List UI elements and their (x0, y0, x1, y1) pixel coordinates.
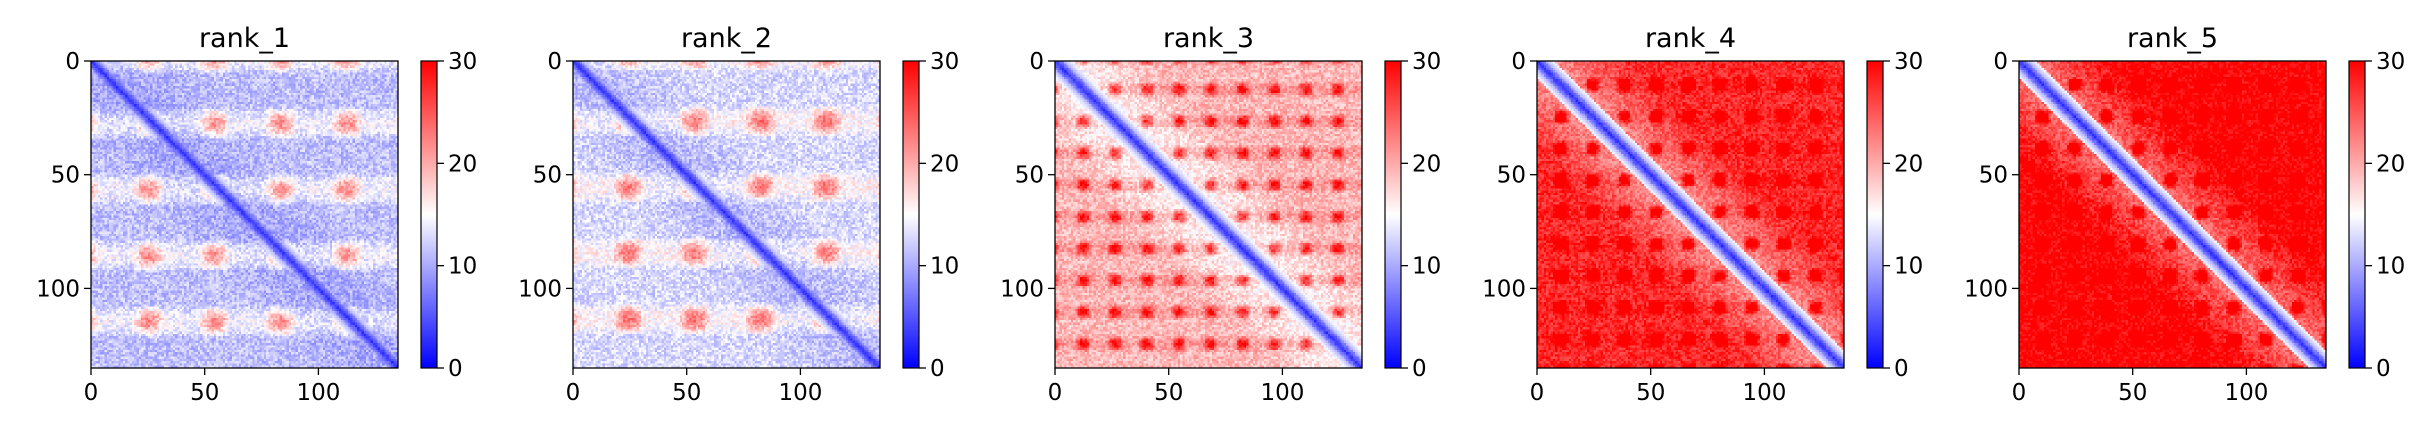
plot-frame (1536, 60, 1845, 369)
colorbar-tick-label: 0 (448, 356, 463, 382)
plot-frame (2018, 60, 2327, 369)
colorbar-tick-label: 10 (448, 254, 477, 280)
heatmap-image (2019, 61, 2326, 368)
panel-title: rank_5 (2127, 23, 2218, 54)
x-tick-label: 100 (1742, 380, 1786, 406)
colorbar-tick-label: 20 (2376, 151, 2405, 177)
x-tick-label: 0 (1048, 380, 1063, 406)
y-tick-label: 100 (1482, 276, 1526, 302)
chart-panel-2: rank_2 0 50 100 0 50 100 0 10 20 30 (518, 23, 959, 406)
y-tick-label: 100 (1000, 276, 1044, 302)
plot-frame (572, 60, 881, 369)
colorbar-tick-label: 0 (930, 356, 945, 382)
y-tick-label: 0 (547, 49, 562, 75)
heatmap-image (1537, 61, 1844, 368)
y-tick-label: 50 (51, 163, 80, 189)
x-tick-label: 50 (672, 380, 701, 406)
chart-panel-4: rank_4 0 50 100 0 50 100 0 10 20 30 (1482, 23, 1923, 406)
panel-title: rank_1 (199, 23, 290, 54)
x-tick-label: 100 (778, 380, 822, 406)
colorbar (1384, 60, 1402, 369)
x-tick-label: 100 (296, 380, 340, 406)
x-tick-label: 100 (2224, 380, 2268, 406)
colorbar-tick-label: 30 (1412, 49, 1441, 75)
colorbar-tick-label: 0 (2376, 356, 2391, 382)
y-tick-label: 50 (533, 163, 562, 189)
x-tick-label: 50 (1154, 380, 1183, 406)
colorbar (902, 60, 920, 369)
y-tick-label: 100 (1964, 276, 2008, 302)
x-tick-label: 0 (566, 380, 581, 406)
y-tick-label: 100 (36, 276, 80, 302)
y-tick-label: 0 (1993, 49, 2008, 75)
x-tick-label: 100 (1260, 380, 1304, 406)
y-tick-label: 0 (1511, 49, 1526, 75)
colorbar-tick-label: 30 (1894, 49, 1923, 75)
colorbar-tick-label: 0 (1412, 356, 1427, 382)
chart-panel-5: rank_5 0 50 100 0 50 100 0 10 20 30 (1964, 23, 2405, 406)
y-tick-label: 50 (1497, 163, 1526, 189)
panel-title: rank_2 (681, 23, 772, 54)
heatmap-image (1055, 61, 1362, 368)
plot-frame (1054, 60, 1363, 369)
x-tick-label: 0 (84, 380, 99, 406)
y-tick-label: 50 (1979, 163, 2008, 189)
panel-title: rank_3 (1163, 23, 1254, 54)
heatmap-image (91, 61, 398, 368)
colorbar-tick-label: 20 (1894, 151, 1923, 177)
panel-title: rank_4 (1645, 23, 1736, 54)
x-tick-label: 0 (2012, 380, 2027, 406)
colorbar (420, 60, 438, 369)
colorbar (1866, 60, 1884, 369)
y-tick-label: 0 (65, 49, 80, 75)
chart-panel-3: rank_3 0 50 100 0 50 100 0 10 20 30 (1000, 23, 1441, 406)
colorbar-tick-label: 20 (930, 151, 959, 177)
x-tick-label: 0 (1530, 380, 1545, 406)
x-tick-label: 50 (2118, 380, 2147, 406)
colorbar (2348, 60, 2366, 369)
colorbar-tick-label: 20 (1412, 151, 1441, 177)
y-tick-label: 100 (518, 276, 562, 302)
colorbar-tick-label: 10 (930, 254, 959, 280)
colorbar-tick-label: 10 (1412, 254, 1441, 280)
y-tick-label: 50 (1015, 163, 1044, 189)
plot-frame (90, 60, 399, 369)
colorbar-tick-label: 10 (2376, 254, 2405, 280)
colorbar-tick-label: 30 (448, 49, 477, 75)
x-tick-label: 50 (190, 380, 219, 406)
heatmap-image (573, 61, 880, 368)
x-tick-label: 50 (1636, 380, 1665, 406)
y-tick-label: 0 (1029, 49, 1044, 75)
colorbar-tick-label: 0 (1894, 356, 1909, 382)
colorbar-tick-label: 30 (930, 49, 959, 75)
chart-panel-1: rank_1 0 50 100 0 50 100 0 10 20 30 (36, 23, 477, 406)
colorbar-tick-label: 20 (448, 151, 477, 177)
colorbar-tick-label: 30 (2376, 49, 2405, 75)
colorbar-tick-label: 10 (1894, 254, 1923, 280)
